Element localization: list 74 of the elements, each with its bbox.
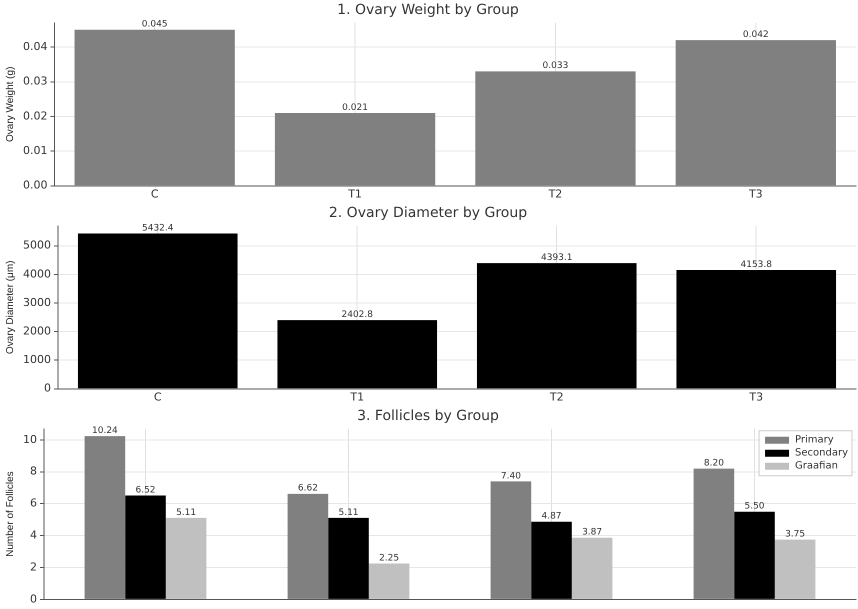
chart-title: 3. Follicles by Group [357,408,499,424]
bar [288,494,328,599]
data-label: 6.62 [298,484,318,494]
y-tick-label: 0.02 [22,109,48,122]
bar [476,263,637,388]
y-tick-label: 0.04 [22,40,48,53]
y-tick-label: 2 [30,560,37,574]
data-label: 4393.1 [541,253,572,264]
x-tick-label: T2 [548,390,564,404]
y-tick-label: 5000 [22,238,51,252]
y-tick-label: 1000 [22,353,51,366]
x-tick-label: T2 [548,187,562,200]
y-tick-label: 0 [44,382,51,395]
bar [166,518,206,599]
bar [84,436,126,599]
chart-title: 1. Ovary Weight by Group [337,2,519,18]
data-label: 5.11 [176,508,196,518]
data-label: 3.87 [582,528,602,538]
chart-title: 2. Ovary Diameter by Group [328,205,528,222]
y-tick-label: 0.00 [22,178,48,192]
legend-label: Primary [795,434,834,446]
bar [74,30,235,186]
y-axis-title: Number of Follicles [4,471,16,557]
data-label: 0.033 [542,61,568,72]
bar [328,518,369,599]
y-tick-label: 6 [30,496,37,510]
y-tick-label: 0.01 [22,144,48,157]
data-label: 7.40 [500,471,522,482]
y-axis-title: Ovary Weight (g) [4,66,16,142]
legend-label: Graafian [795,460,838,472]
bar [277,320,438,388]
x-tick-label: T1 [349,390,364,404]
bar [125,495,166,599]
data-label: 0.045 [142,20,168,30]
x-tick-label: T1 [347,187,362,200]
y-tick-label: 4000 [22,267,51,280]
y-tick-label: 8 [30,464,37,478]
y-tick-label: 10 [22,432,37,446]
data-label: 5.11 [338,508,359,518]
bar [490,481,532,599]
data-label: 4153.8 [740,260,772,270]
bar [78,233,238,388]
bar [572,538,612,599]
y-axis-title: Ovary Diameter (μm) [4,260,16,354]
y-tick-label: 3000 [22,296,51,309]
x-tick-label: C [154,390,162,404]
bar [368,564,410,599]
y-tick-label: 2000 [22,324,51,338]
data-label: 2402.8 [341,310,374,320]
bar [274,112,436,186]
bar [676,270,836,388]
legend-label: Secondary [795,447,848,458]
data-label: 3.75 [785,529,806,540]
x-tick-label: T3 [748,390,764,404]
data-label: 5432.4 [142,223,174,234]
y-tick-label: 4 [30,528,37,542]
y-tick-label: 0.03 [22,74,48,88]
data-label: 6.52 [135,485,156,496]
bar [774,540,816,599]
data-label: 0.021 [342,102,368,113]
bar [475,71,636,186]
y-tick-label: 0 [30,592,37,606]
data-label: 8.20 [704,458,724,469]
bar [676,40,836,186]
x-tick-label: C [150,187,159,200]
data-label: 2.25 [379,553,400,564]
bar [694,468,734,599]
data-label: 5.50 [744,502,765,512]
x-tick-label: T3 [748,187,763,200]
data-label: 0.042 [742,30,769,40]
bar [734,512,775,599]
bar [531,522,572,599]
data-label: 10.24 [92,426,118,436]
data-label: 4.87 [541,512,562,522]
